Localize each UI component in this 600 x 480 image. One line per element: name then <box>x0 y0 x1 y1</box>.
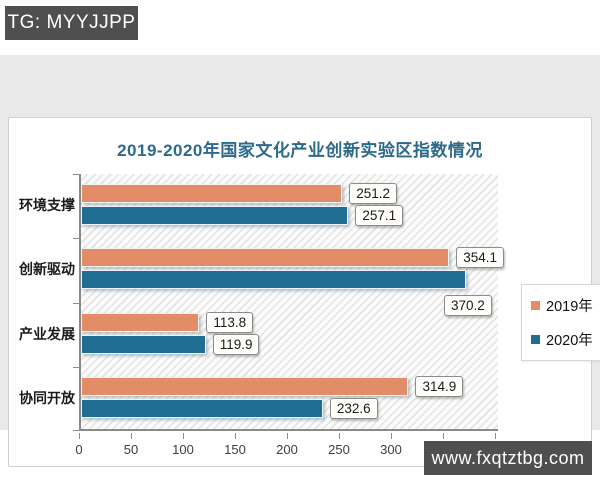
x-tick-350 <box>443 433 444 439</box>
legend-label-0: 2019年 <box>546 299 593 315</box>
chart-image-background: 2019-2020年国家文化产业创新实验区指数情况 251.2 257.1 354.… <box>0 55 600 467</box>
bar-series0-cat1 <box>81 248 450 268</box>
value-label-series0-cat2: 113.8 <box>206 311 254 333</box>
x-tick-150 <box>235 433 236 439</box>
x-tick-label-250: 250 <box>328 442 350 457</box>
legend: 2019年 2020年 <box>521 284 600 361</box>
tg-watermark-badge: TG: MYYJJPP <box>5 6 138 40</box>
value-label-series1-cat0: 257.1 <box>355 205 404 226</box>
value-label-series1-cat1: 370.2 <box>444 295 492 317</box>
y-axis-tick-2 <box>73 302 79 304</box>
bar-series1-cat2 <box>81 334 206 354</box>
site-watermark-badge: www.fxqtztbg.com <box>424 441 592 475</box>
x-tick-300 <box>391 433 392 439</box>
x-tick-250 <box>339 433 340 439</box>
legend-item-0: 2019年 <box>531 295 593 316</box>
value-label-series0-cat1: 354.1 <box>456 247 505 269</box>
legend-swatch-0 <box>531 301 540 310</box>
x-tick-label-100: 100 <box>172 442 194 457</box>
value-label-series1-cat2: 119.9 <box>212 333 260 355</box>
category-label-0: 环境支撑 <box>19 197 75 213</box>
value-label-series1-cat3: 232.6 <box>329 397 378 419</box>
x-tick-label-50: 50 <box>123 442 139 457</box>
category-label-3: 协同开放 <box>19 389 75 406</box>
bar-series0-cat3 <box>81 376 409 396</box>
x-tick-100 <box>183 433 184 439</box>
bar-series0-cat0 <box>81 184 343 203</box>
x-tick-label-0: 0 <box>75 442 83 457</box>
x-tick-label-300: 300 <box>380 442 402 457</box>
bar-series1-cat0 <box>81 206 349 225</box>
legend-item-1: 2020年 <box>531 329 593 350</box>
chart-card: 2019-2020年国家文化产业创新实验区指数情况 251.2 257.1 354.… <box>8 117 600 467</box>
x-tick-label-150: 150 <box>224 442 246 457</box>
y-axis-tick-0 <box>73 174 79 175</box>
bar-series0-cat2 <box>81 312 200 332</box>
x-tick-400 <box>495 433 496 439</box>
value-label-series0-cat0: 251.2 <box>349 183 398 204</box>
x-tick-50 <box>131 433 132 439</box>
legend-label-1: 2020年 <box>546 333 593 349</box>
category-label-1: 创新驱动 <box>19 261 75 278</box>
legend-swatch-1 <box>531 335 540 344</box>
y-axis-tick-3 <box>73 366 79 368</box>
category-label-2: 产业发展 <box>19 325 75 342</box>
bar-series1-cat1 <box>81 270 466 290</box>
bar-series1-cat3 <box>81 398 323 418</box>
x-tick-label-200: 200 <box>276 442 298 457</box>
x-tick-0 <box>79 433 80 439</box>
y-axis-tick-1 <box>73 238 79 240</box>
value-label-series0-cat3: 314.9 <box>415 375 464 397</box>
plot-area: 251.2 257.1 354.1 370.2 113.8 119.9 314.9 232.6 <box>73 174 505 431</box>
x-tick-200 <box>287 433 288 439</box>
chart-title: 2019-2020年国家文化产业创新实验区指数情况 <box>117 141 483 160</box>
y-axis-tick-end <box>73 430 79 431</box>
